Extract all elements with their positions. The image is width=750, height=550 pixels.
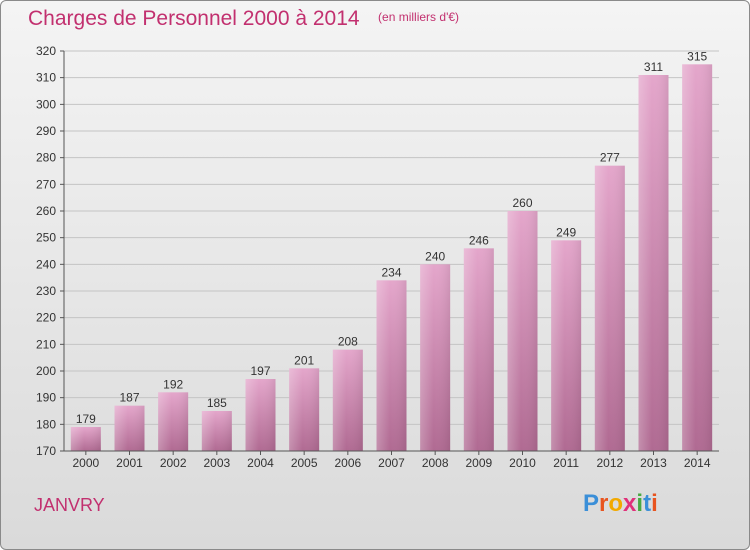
data-label: 179 <box>76 412 96 426</box>
data-labels: 179 187 192 185 197 201 208 234 240 246 260 249 277 3… <box>76 49 708 426</box>
x-tick-label: 2010 <box>509 456 536 470</box>
data-label: 240 <box>425 249 445 263</box>
y-tick-label: 270 <box>36 177 56 191</box>
logo-letter: x <box>623 490 637 517</box>
bar-shading <box>463 248 494 451</box>
x-tick-label: 2009 <box>465 456 492 470</box>
x-tick-label: 2014 <box>684 456 711 470</box>
bar-shading <box>245 379 276 451</box>
x-tick-label: 2013 <box>640 456 667 470</box>
y-tick-label: 290 <box>36 124 56 138</box>
proxiti-logo: Proxiti <box>583 490 658 518</box>
data-label: 234 <box>381 265 401 279</box>
y-tick-label: 170 <box>36 444 56 458</box>
y-tick-label: 250 <box>36 231 56 245</box>
logo-letter: r <box>599 490 609 517</box>
logo-letter: t <box>643 490 652 517</box>
x-axis-ticks: 2000 2001 2002 2003 2004 2005 2006 2007 2008 2009… <box>72 451 711 470</box>
bar-shading <box>376 280 407 451</box>
x-tick-label: 2005 <box>291 456 318 470</box>
bar-shading <box>682 64 713 452</box>
data-label: 277 <box>600 151 620 165</box>
bar-shading <box>507 211 538 451</box>
data-label: 192 <box>163 377 183 391</box>
data-label: 246 <box>469 233 489 247</box>
x-tick-label: 2002 <box>160 456 187 470</box>
bar-shading <box>332 349 363 451</box>
x-tick-label: 2012 <box>596 456 623 470</box>
bar-shading <box>70 427 101 451</box>
y-tick-label: 210 <box>36 337 56 351</box>
chart-subtitle: (en milliers d'€) <box>378 10 460 24</box>
bar-shading <box>594 165 625 451</box>
logo-letter: P <box>583 490 600 517</box>
y-tick-label: 220 <box>36 311 56 325</box>
data-label: 197 <box>250 364 270 378</box>
x-tick-label: 2000 <box>72 456 99 470</box>
data-label: 187 <box>119 391 139 405</box>
y-tick-label: 320 <box>36 44 56 58</box>
y-tick-label: 310 <box>36 71 56 85</box>
y-tick-label: 260 <box>36 204 56 218</box>
y-tick-label: 280 <box>36 151 56 165</box>
bar-shading <box>158 392 189 451</box>
y-tick-label: 230 <box>36 284 56 298</box>
y-tick-label: 180 <box>36 417 56 431</box>
x-tick-label: 2004 <box>247 456 274 470</box>
data-label: 201 <box>294 353 314 367</box>
bar-shading <box>289 368 320 451</box>
bar-shading <box>551 240 582 451</box>
x-tick-label: 2007 <box>378 456 405 470</box>
y-tick-label: 200 <box>36 364 56 378</box>
bar-shading <box>420 264 451 451</box>
bar-shading <box>638 75 669 451</box>
y-tick-label: 240 <box>36 257 56 271</box>
axes <box>63 51 719 452</box>
x-tick-label: 2001 <box>116 456 143 470</box>
y-tick-label: 190 <box>36 391 56 405</box>
data-label: 185 <box>207 396 227 410</box>
commune-name: JANVRY <box>34 495 105 515</box>
y-axis-ticks: 170 180 190 200 210 220 230 240 250 260 270 280 290 3… <box>36 44 64 458</box>
data-label: 208 <box>338 335 358 349</box>
logo-letter: i <box>636 490 644 517</box>
bar-shading <box>201 411 232 451</box>
bars <box>70 64 713 452</box>
chart-title: Charges de Personnel 2000 à 2014 <box>28 7 360 30</box>
x-tick-label: 2008 <box>422 456 449 470</box>
data-label: 311 <box>644 60 663 74</box>
data-label: 260 <box>512 196 532 210</box>
data-label: 249 <box>556 225 576 239</box>
bar-shading <box>114 405 145 451</box>
y-tick-label: 300 <box>36 97 56 111</box>
title-row: Charges de Personnel 2000 à 2014 (en mil… <box>28 7 459 31</box>
logo-letter: i <box>651 490 658 517</box>
x-tick-label: 2011 <box>553 456 579 470</box>
x-tick-label: 2003 <box>203 456 230 470</box>
x-tick-label: 2006 <box>334 456 361 470</box>
data-label: 315 <box>687 49 707 63</box>
logo-letter: o <box>608 490 624 517</box>
